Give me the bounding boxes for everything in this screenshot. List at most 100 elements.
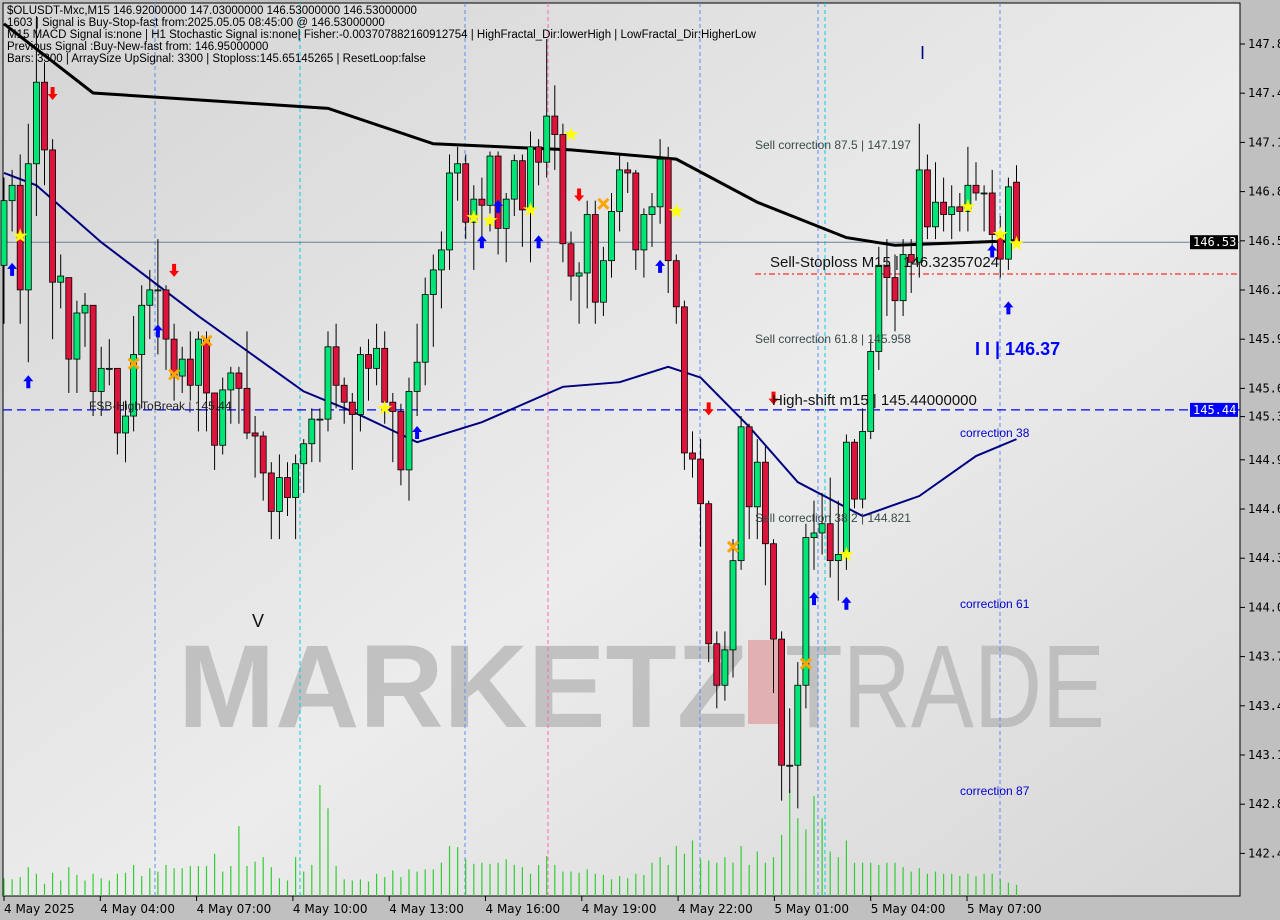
- bear-candle-body: [162, 289, 170, 340]
- price-tick-label: 144.6: [1248, 502, 1280, 516]
- candle: [413, 323, 421, 417]
- bear-candle-body: [284, 477, 291, 498]
- candle: [316, 408, 324, 463]
- bull-candle-body: [130, 354, 138, 417]
- candle: [122, 400, 129, 463]
- candle: [243, 331, 251, 440]
- candle: [689, 431, 696, 478]
- bear-candle-body: [462, 163, 470, 223]
- plot-area[interactable]: [2, 2, 1241, 897]
- bear-candle-body: [907, 254, 915, 263]
- candle: [988, 169, 996, 247]
- buy-arrow-icon: [809, 592, 819, 606]
- bear-candle-body: [851, 441, 858, 500]
- star-icon: [838, 546, 854, 561]
- sell-arrow-icon: [47, 86, 58, 100]
- bear-candle-body: [770, 543, 777, 640]
- watermark-text-left: MARKETZ: [178, 621, 748, 753]
- time-tick-label: 4 May 19:00: [582, 902, 657, 916]
- bear-candle-body: [478, 198, 486, 206]
- candle: [543, 39, 551, 178]
- time-tick-label: 4 May 07:00: [197, 902, 272, 916]
- bull-candle-body: [316, 418, 324, 421]
- bear-candle-body: [689, 452, 696, 460]
- signal-markers: [7, 86, 1025, 670]
- bull-candle-body: [446, 172, 453, 251]
- bull-candle-body: [0, 200, 8, 266]
- bull-candle-body: [324, 346, 332, 420]
- price-tick-label: 147.4: [1248, 86, 1280, 100]
- bear-candle-body: [89, 304, 97, 392]
- bull-candle-body: [300, 443, 308, 465]
- candle: [356, 346, 364, 432]
- bull-candle-body: [97, 367, 105, 392]
- bull-candle-body: [810, 532, 818, 538]
- price-axis[interactable]: 147.8 147.4 147.1 146.8 146.5 146.2 145.9 145.6…: [1190, 37, 1280, 860]
- candle: [834, 500, 842, 601]
- bull-candle-body: [105, 367, 113, 370]
- candle: [1005, 177, 1012, 270]
- star-icon: [466, 209, 482, 225]
- candle: [454, 146, 462, 201]
- bull-candle-body: [648, 206, 656, 215]
- bull-candle-body: [373, 347, 381, 369]
- bear-candle-body: [397, 411, 405, 471]
- candle: [437, 231, 445, 309]
- candle: [275, 454, 283, 540]
- star-icon: [668, 203, 684, 218]
- candle: [130, 316, 138, 432]
- star-icon: [563, 126, 579, 141]
- candle: [948, 185, 956, 240]
- watermark-logo: MARKETZ TRADE: [178, 621, 1105, 753]
- candle: [964, 146, 972, 232]
- moving-averages: [3, 22, 1017, 518]
- buy-arrow-icon: [533, 235, 544, 249]
- bull-candle-body: [753, 461, 761, 508]
- bull-candle-body: [437, 249, 445, 271]
- bull-candle-body: [786, 764, 794, 767]
- star-icon: [12, 228, 28, 243]
- bull-candle-body: [486, 155, 494, 206]
- candle: [114, 367, 121, 455]
- bull-candle-body: [178, 358, 186, 377]
- candle: [770, 539, 777, 693]
- bull-candle-body: [721, 649, 729, 686]
- star-icon: [960, 198, 976, 214]
- bull-candle-body: [575, 272, 583, 277]
- bear-candle-body: [624, 169, 632, 174]
- bear-candle-body: [559, 134, 567, 245]
- time-tick-label: 4 May 10:00: [293, 902, 368, 916]
- candle: [397, 403, 405, 486]
- time-axis[interactable]: 4 May 2025 4 May 04:00 4 May 07:00 4 May 10…: [3, 896, 1042, 916]
- bear-candle-body: [535, 146, 542, 163]
- candle: [97, 346, 105, 417]
- time-tick-label: 5 May 04:00: [871, 902, 946, 916]
- price-levels: [3, 241, 1240, 411]
- bear-candle-body: [494, 155, 502, 229]
- time-tick-label: 5 May 07:00: [967, 902, 1042, 916]
- bear-candle-body: [365, 354, 372, 369]
- candle: [267, 462, 275, 540]
- bear-candle-body: [267, 472, 275, 512]
- time-tick-label: 4 May 16:00: [486, 902, 561, 916]
- candle: [891, 254, 899, 332]
- price-tick-label: 146.8: [1248, 185, 1280, 199]
- bear-candle-body: [762, 461, 769, 545]
- candle: [778, 631, 785, 801]
- candle: [818, 492, 826, 555]
- high-shift-price-label: 145.44: [1193, 403, 1236, 417]
- bull-candle-body: [356, 354, 364, 415]
- candle: [365, 339, 372, 401]
- cross-icon: [127, 357, 140, 370]
- buy-arrow-icon: [152, 324, 163, 338]
- candle: [551, 85, 559, 170]
- bull-candle-body: [138, 304, 146, 355]
- candle: [300, 439, 308, 493]
- bear-candle-body: [348, 401, 356, 415]
- bull-candle-body: [81, 304, 89, 314]
- candle: [65, 277, 73, 393]
- sell-arrow-icon: [574, 188, 585, 202]
- bull-candle-body: [405, 391, 413, 471]
- bull-candle-body: [729, 560, 737, 651]
